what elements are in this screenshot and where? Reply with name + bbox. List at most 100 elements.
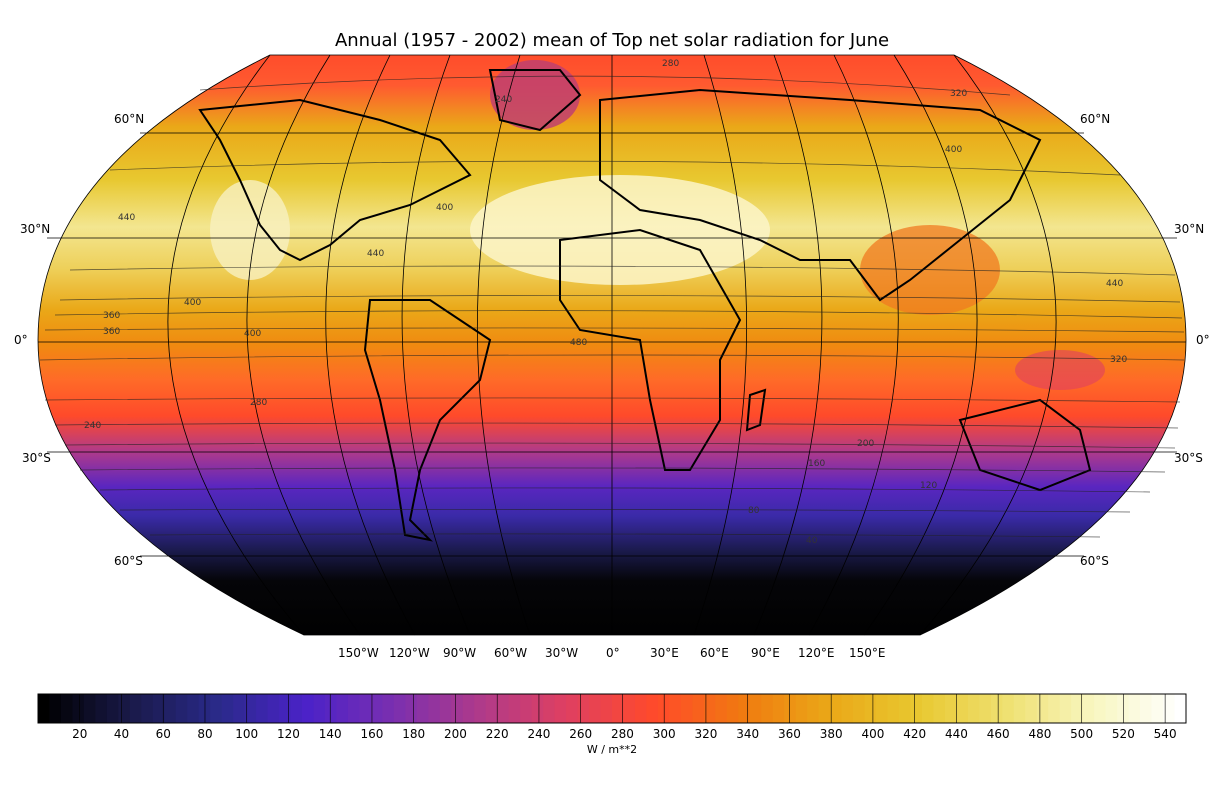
- colorbar-swatch: [979, 694, 992, 723]
- new-guinea-low-region: [1015, 350, 1105, 390]
- lon-label-150e: 150°E: [849, 646, 886, 660]
- colorbar-frame: [37, 693, 1187, 724]
- graticule: [37, 54, 1187, 636]
- lon-label-90e: 90°E: [751, 646, 780, 660]
- colorbar-tick-label: 500: [1070, 727, 1094, 741]
- colorbar-swatch: [772, 694, 785, 723]
- colorbar-tick-label: 180: [402, 727, 426, 741]
- colorbar-tick-label: 20: [72, 727, 88, 741]
- colorbar-swatch: [749, 694, 762, 723]
- colorbar-swatch: [531, 694, 544, 723]
- colorbar-swatch: [680, 694, 693, 723]
- greenland-low-region: [490, 60, 580, 130]
- colorbar-swatch: [956, 694, 969, 723]
- west-na-bright-region: [210, 180, 290, 280]
- colorbar-swatch: [589, 694, 602, 723]
- contour-line: [149, 533, 1101, 538]
- colorbar-tick-label: 320: [694, 727, 718, 741]
- colorbar-swatch: [1071, 694, 1084, 723]
- colorbar-swatch: [129, 694, 142, 723]
- colorbar-swatch: [990, 694, 1003, 723]
- lat-label-60s-right: 60°S: [1080, 554, 1109, 568]
- meridian-150w: [167, 54, 305, 636]
- colorbar-swatch: [83, 694, 96, 723]
- colorbar-swatch: [439, 694, 452, 723]
- contour-line: [44, 397, 1181, 403]
- colorbar-swatch: [784, 694, 797, 723]
- contour-line: [54, 310, 1183, 319]
- contour-line: [109, 160, 1121, 176]
- colorbar-swatch: [577, 694, 590, 723]
- contour-label: 360: [103, 327, 120, 337]
- colorbar-tick-label: 460: [986, 727, 1010, 741]
- colorbar-tick-label: 200: [444, 727, 467, 741]
- meridian-120e: [863, 54, 978, 636]
- colorbar-swatch: [887, 694, 900, 723]
- colorbar-swatch: [1151, 694, 1164, 723]
- lon-label-30w: 30°W: [545, 646, 579, 660]
- colorbar-swatch: [508, 694, 521, 723]
- colorbar-swatch: [38, 694, 51, 723]
- colorbar-swatch: [876, 694, 889, 723]
- colorbar-swatch: [1048, 694, 1061, 723]
- colorbar-swatch: [623, 694, 636, 723]
- colorbar-tick-label: 240: [527, 727, 551, 741]
- sahara-bright-region: [470, 175, 770, 285]
- meridian-120w: [246, 54, 361, 636]
- colorbar-swatch: [244, 694, 257, 723]
- contour-label: 400: [436, 203, 453, 213]
- colorbar-swatch: [761, 694, 774, 723]
- contour-label: 40: [806, 536, 818, 546]
- colorbar-tick-label: 120: [277, 727, 300, 741]
- lat-label-60n-right: 60°N: [1080, 112, 1111, 126]
- colorbar-swatch: [187, 694, 200, 723]
- meridian-30w: [476, 54, 531, 636]
- colorbar-swatch: [864, 694, 877, 723]
- colorbar-tick-label: 400: [861, 727, 885, 741]
- map-title: Annual (1957 - 2002) mean of Top net sol…: [334, 30, 890, 51]
- contour-line: [44, 327, 1185, 333]
- contour-line: [54, 422, 1179, 429]
- colorbar-tick-label: 420: [903, 727, 927, 741]
- colorbar-tick-label: 280: [610, 727, 634, 741]
- colorbar-swatch: [370, 694, 383, 723]
- colorbar-swatch: [921, 694, 935, 723]
- contour-line: [59, 295, 1181, 303]
- lat-label-30s-left: 30°S: [22, 451, 51, 465]
- colorbar-swatch: [853, 694, 866, 723]
- colorbar-swatch: [164, 694, 177, 723]
- colorbar-swatch: [554, 694, 567, 723]
- contour-label: 200: [857, 439, 874, 449]
- colorbar-tick-label: 380: [819, 727, 843, 741]
- colorbar-tick-label: 340: [736, 727, 760, 741]
- lat-label-60s-left: 60°S: [114, 554, 143, 568]
- colorbar: [37, 693, 1187, 724]
- meridian-90e: [808, 54, 899, 636]
- contour-label: 320: [950, 89, 967, 99]
- contour-label: 440: [1106, 279, 1123, 289]
- colorbar-swatch: [715, 694, 728, 723]
- colorbar-swatch: [520, 694, 533, 723]
- contour-label: 400: [945, 145, 962, 155]
- colorbar-swatch: [60, 694, 74, 723]
- colorbar-swatch: [1059, 694, 1072, 723]
- colorbar-swatch: [325, 694, 338, 723]
- colorbar-swatch: [944, 694, 957, 723]
- contour-line: [99, 487, 1151, 493]
- colorbar-tick-label: 260: [569, 727, 593, 741]
- colorbar-swatch: [795, 694, 808, 723]
- globe-outline: [37, 54, 1187, 636]
- colorbar-swatch: [313, 694, 326, 723]
- contour-line: [199, 75, 1011, 96]
- lat-label-30n-right: 30°N: [1174, 222, 1205, 236]
- colorbar-tick-label: 100: [235, 727, 259, 741]
- contour-label: 240: [495, 95, 512, 105]
- colorbar-swatch: [1128, 694, 1141, 723]
- monsoon-low-region: [860, 225, 1000, 315]
- colorbar-swatch: [359, 694, 372, 723]
- colorbar-swatch: [1025, 694, 1038, 723]
- contour-line: [79, 467, 1166, 473]
- colorbar-swatch: [1082, 694, 1095, 723]
- colorbar-swatch: [1036, 694, 1049, 723]
